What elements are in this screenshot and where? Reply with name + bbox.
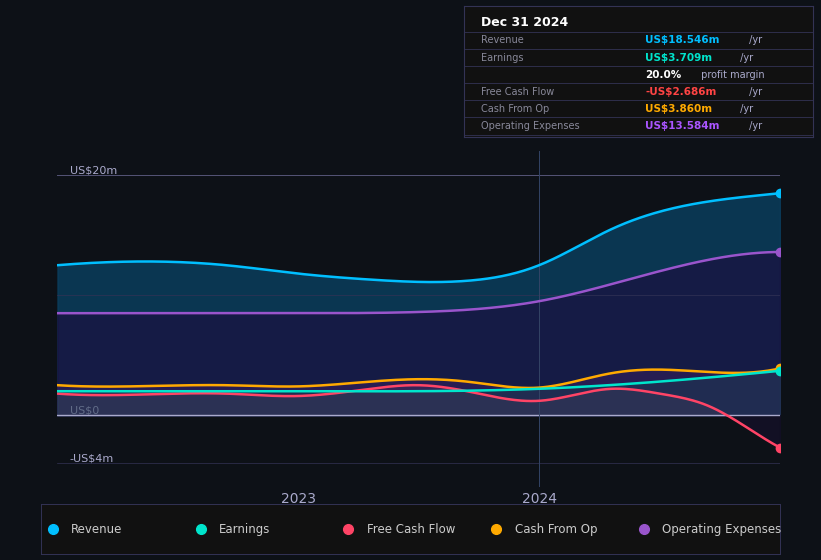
Text: -US$2.686m: -US$2.686m [645,87,717,97]
Text: /yr: /yr [746,87,763,97]
Text: US$3.860m: US$3.860m [645,104,713,114]
Text: Earnings: Earnings [481,53,524,63]
Text: -US$4m: -US$4m [70,453,114,463]
Text: US$3.709m: US$3.709m [645,53,713,63]
Text: US$13.584m: US$13.584m [645,121,720,131]
Text: Free Cash Flow: Free Cash Flow [367,522,456,536]
Text: /yr: /yr [736,53,753,63]
Text: Cash From Op: Cash From Op [515,522,597,536]
Text: profit margin: profit margin [698,69,764,80]
Text: Dec 31 2024: Dec 31 2024 [481,16,569,29]
Text: US$18.546m: US$18.546m [645,35,720,45]
Text: Operating Expenses: Operating Expenses [481,121,580,131]
Text: Operating Expenses: Operating Expenses [663,522,782,536]
Text: US$20m: US$20m [70,165,117,175]
Text: Free Cash Flow: Free Cash Flow [481,87,554,97]
Text: Revenue: Revenue [481,35,524,45]
Text: /yr: /yr [746,35,763,45]
Text: Revenue: Revenue [71,522,122,536]
Text: /yr: /yr [736,104,753,114]
Text: Earnings: Earnings [219,522,270,536]
Text: US$0: US$0 [70,405,99,415]
Text: 20.0%: 20.0% [645,69,681,80]
Text: Cash From Op: Cash From Op [481,104,549,114]
Text: /yr: /yr [746,121,763,131]
